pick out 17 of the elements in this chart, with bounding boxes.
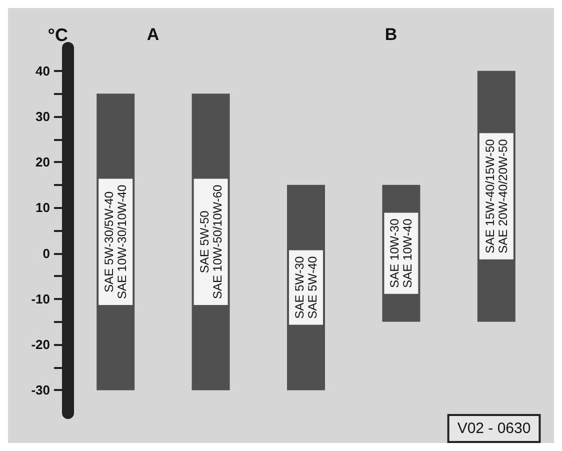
y-tick-label: 30 [36, 108, 50, 124]
y-tick-label: 10 [36, 200, 50, 216]
y-tick-label: -10 [31, 291, 50, 306]
y-axis-title: °C [48, 25, 68, 45]
y-tick-label: -30 [31, 382, 50, 398]
x-tick-label: SAE 10W-30 SAE 10W-40 [388, 218, 415, 288]
text: A [146, 25, 160, 44]
x-tick-label: SAE 5W-50 SAE 10W-50/10W-60 [197, 184, 224, 300]
text: B [384, 25, 398, 44]
x-tick-label: SAE 5W-30/5W-40 SAE 10W-30/10W-40 [102, 184, 130, 300]
y-tick-label: 20 [36, 154, 50, 170]
y-tick-label: 40 [36, 63, 50, 78]
x-tick-label: SAE 15W-40/15W-50 SAE 20W-40/20W-50 [482, 138, 510, 254]
y-tick-label: 0 [42, 246, 50, 261]
text: V02 - 0630 [457, 420, 531, 437]
y-tick-label: -20 [31, 337, 50, 352]
x-tick-label: SAE 5W-30 SAE 5W-40 [292, 256, 320, 319]
